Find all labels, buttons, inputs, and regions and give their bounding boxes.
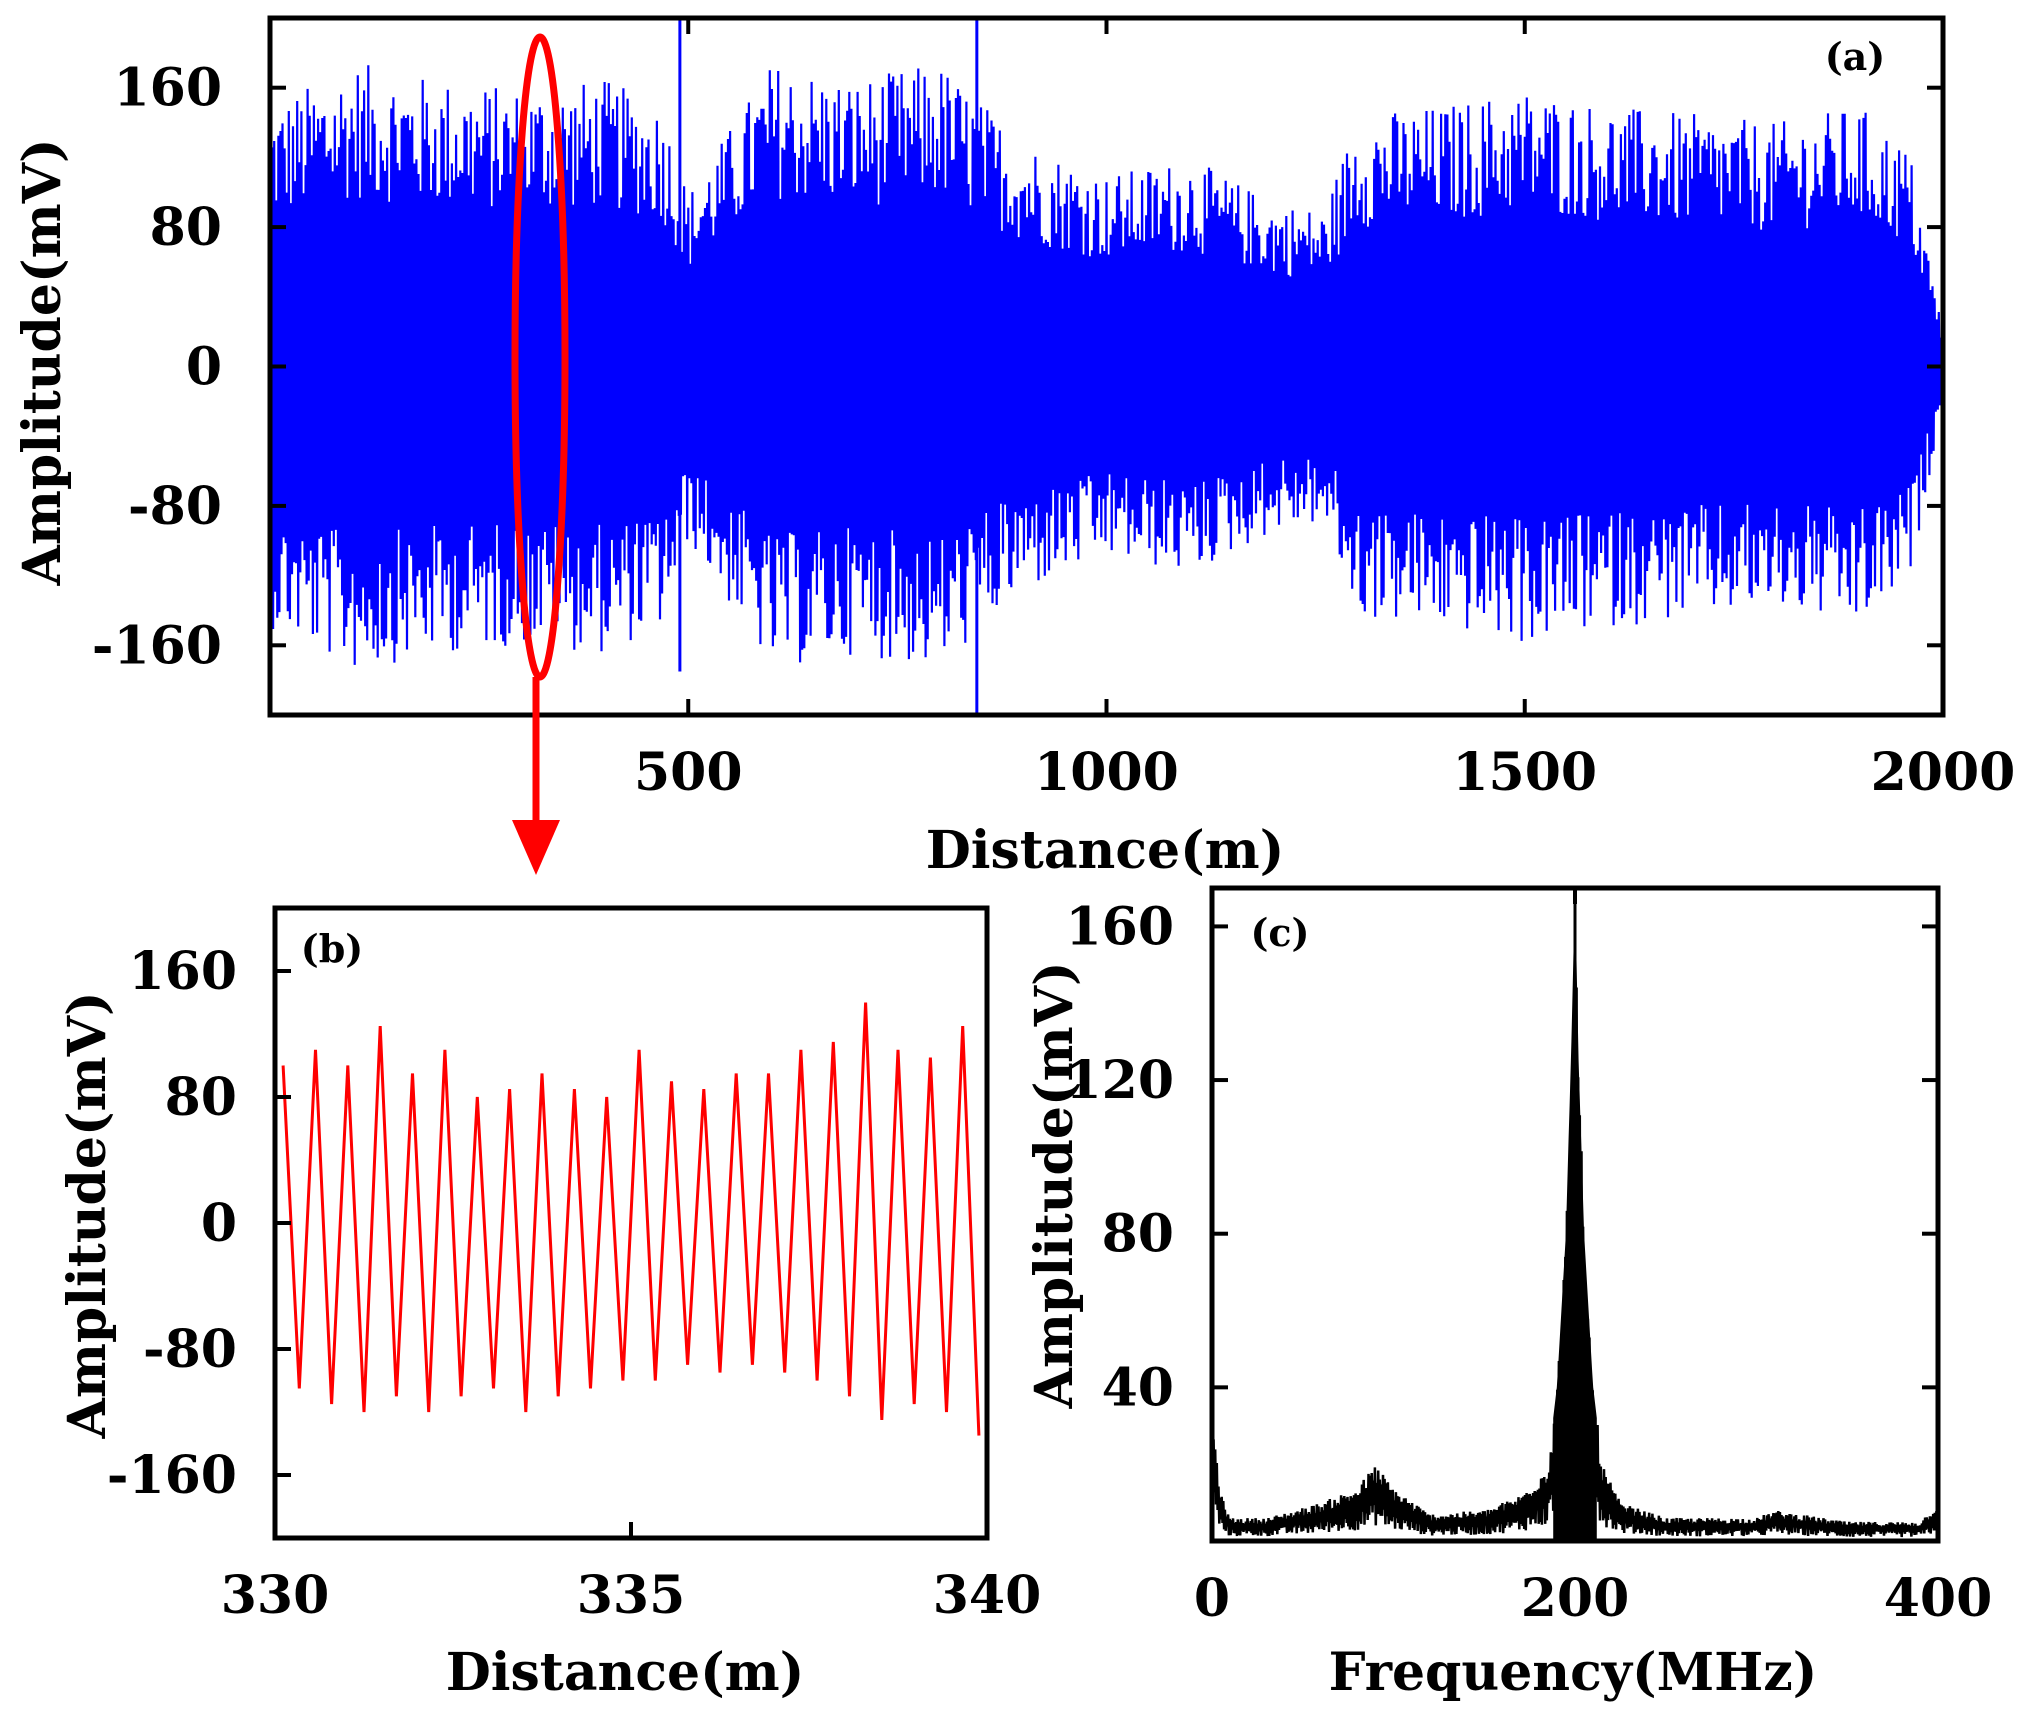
y-tick-label: -160: [107, 1445, 237, 1506]
y-tick-label: 0: [201, 1193, 237, 1254]
c-spectrum-trace: [1210, 888, 1940, 1541]
y-tick-label: -80: [128, 476, 222, 537]
c-ticks: 0 200 400 160 120 80 40: [1065, 888, 1992, 1629]
y-tick-label: 160: [1065, 896, 1174, 957]
y-tick-label: 80: [1102, 1204, 1174, 1265]
a-panel-label: (a): [1825, 34, 1886, 79]
b-ticks: 330 335 340 160 80 0 -80 -160: [107, 941, 1041, 1626]
zoom-ellipse: [511, 33, 569, 681]
x-tick-label: 1500: [1452, 742, 1597, 803]
c-y-axis-title: Amplitude(mV): [1024, 961, 1085, 1409]
b-series-line: [281, 1002, 981, 1436]
x-tick-label: 340: [933, 1565, 1042, 1626]
a-x-axis-title: Distance(m): [926, 820, 1285, 881]
panel-a: 500 1000 1500 2000 160 80 0 -80 -160 (a) Distanc…: [12, 15, 2016, 881]
x-tick-label: 0: [1194, 1568, 1230, 1629]
b-signal-trace: [281, 1002, 981, 1436]
b-y-axis-title: Amplitude(mV): [57, 991, 118, 1439]
a-series-line: [268, 65, 1945, 665]
y-tick-label: 0: [186, 337, 222, 398]
y-tick-label: 40: [1102, 1357, 1174, 1418]
y-tick-label: 160: [128, 941, 237, 1002]
y-tick-label: -80: [143, 1319, 237, 1380]
x-tick-label: 200: [1521, 1568, 1630, 1629]
y-tick-label: -160: [92, 615, 222, 676]
b-panel-label: (b): [301, 926, 364, 971]
x-tick-label: 500: [634, 742, 743, 803]
c-panel-label: (c): [1250, 910, 1309, 955]
y-tick-label: 80: [165, 1067, 237, 1128]
zoom-arrow-head: [512, 820, 560, 875]
y-tick-label: 80: [150, 197, 222, 258]
x-tick-label: 400: [1884, 1568, 1993, 1629]
a-signal-trace: [268, 18, 1945, 715]
x-tick-label: 335: [577, 1565, 686, 1626]
a-y-axis-title: Amplitude(mV): [12, 138, 73, 586]
c-x-axis-title: Frequency(MHz): [1329, 1642, 1818, 1703]
x-tick-label: 2000: [1871, 742, 2016, 803]
x-tick-label: 1000: [1034, 742, 1179, 803]
b-x-axis-title: Distance(m): [446, 1642, 805, 1703]
y-tick-label: 160: [113, 58, 222, 119]
a-ticks: 500 1000 1500 2000 160 80 0 -80 -160: [92, 18, 2016, 803]
panel-c: 0 200 400 160 120 80 40 (c) Frequency(MHz) Amp…: [1024, 885, 1992, 1703]
panel-b: 330 335 340 160 80 0 -80 -160 (b) Distance(m) A…: [57, 905, 1041, 1703]
y-tick-label: 120: [1065, 1050, 1174, 1111]
x-tick-label: 330: [221, 1565, 330, 1626]
zoom-annotation: [511, 33, 569, 875]
